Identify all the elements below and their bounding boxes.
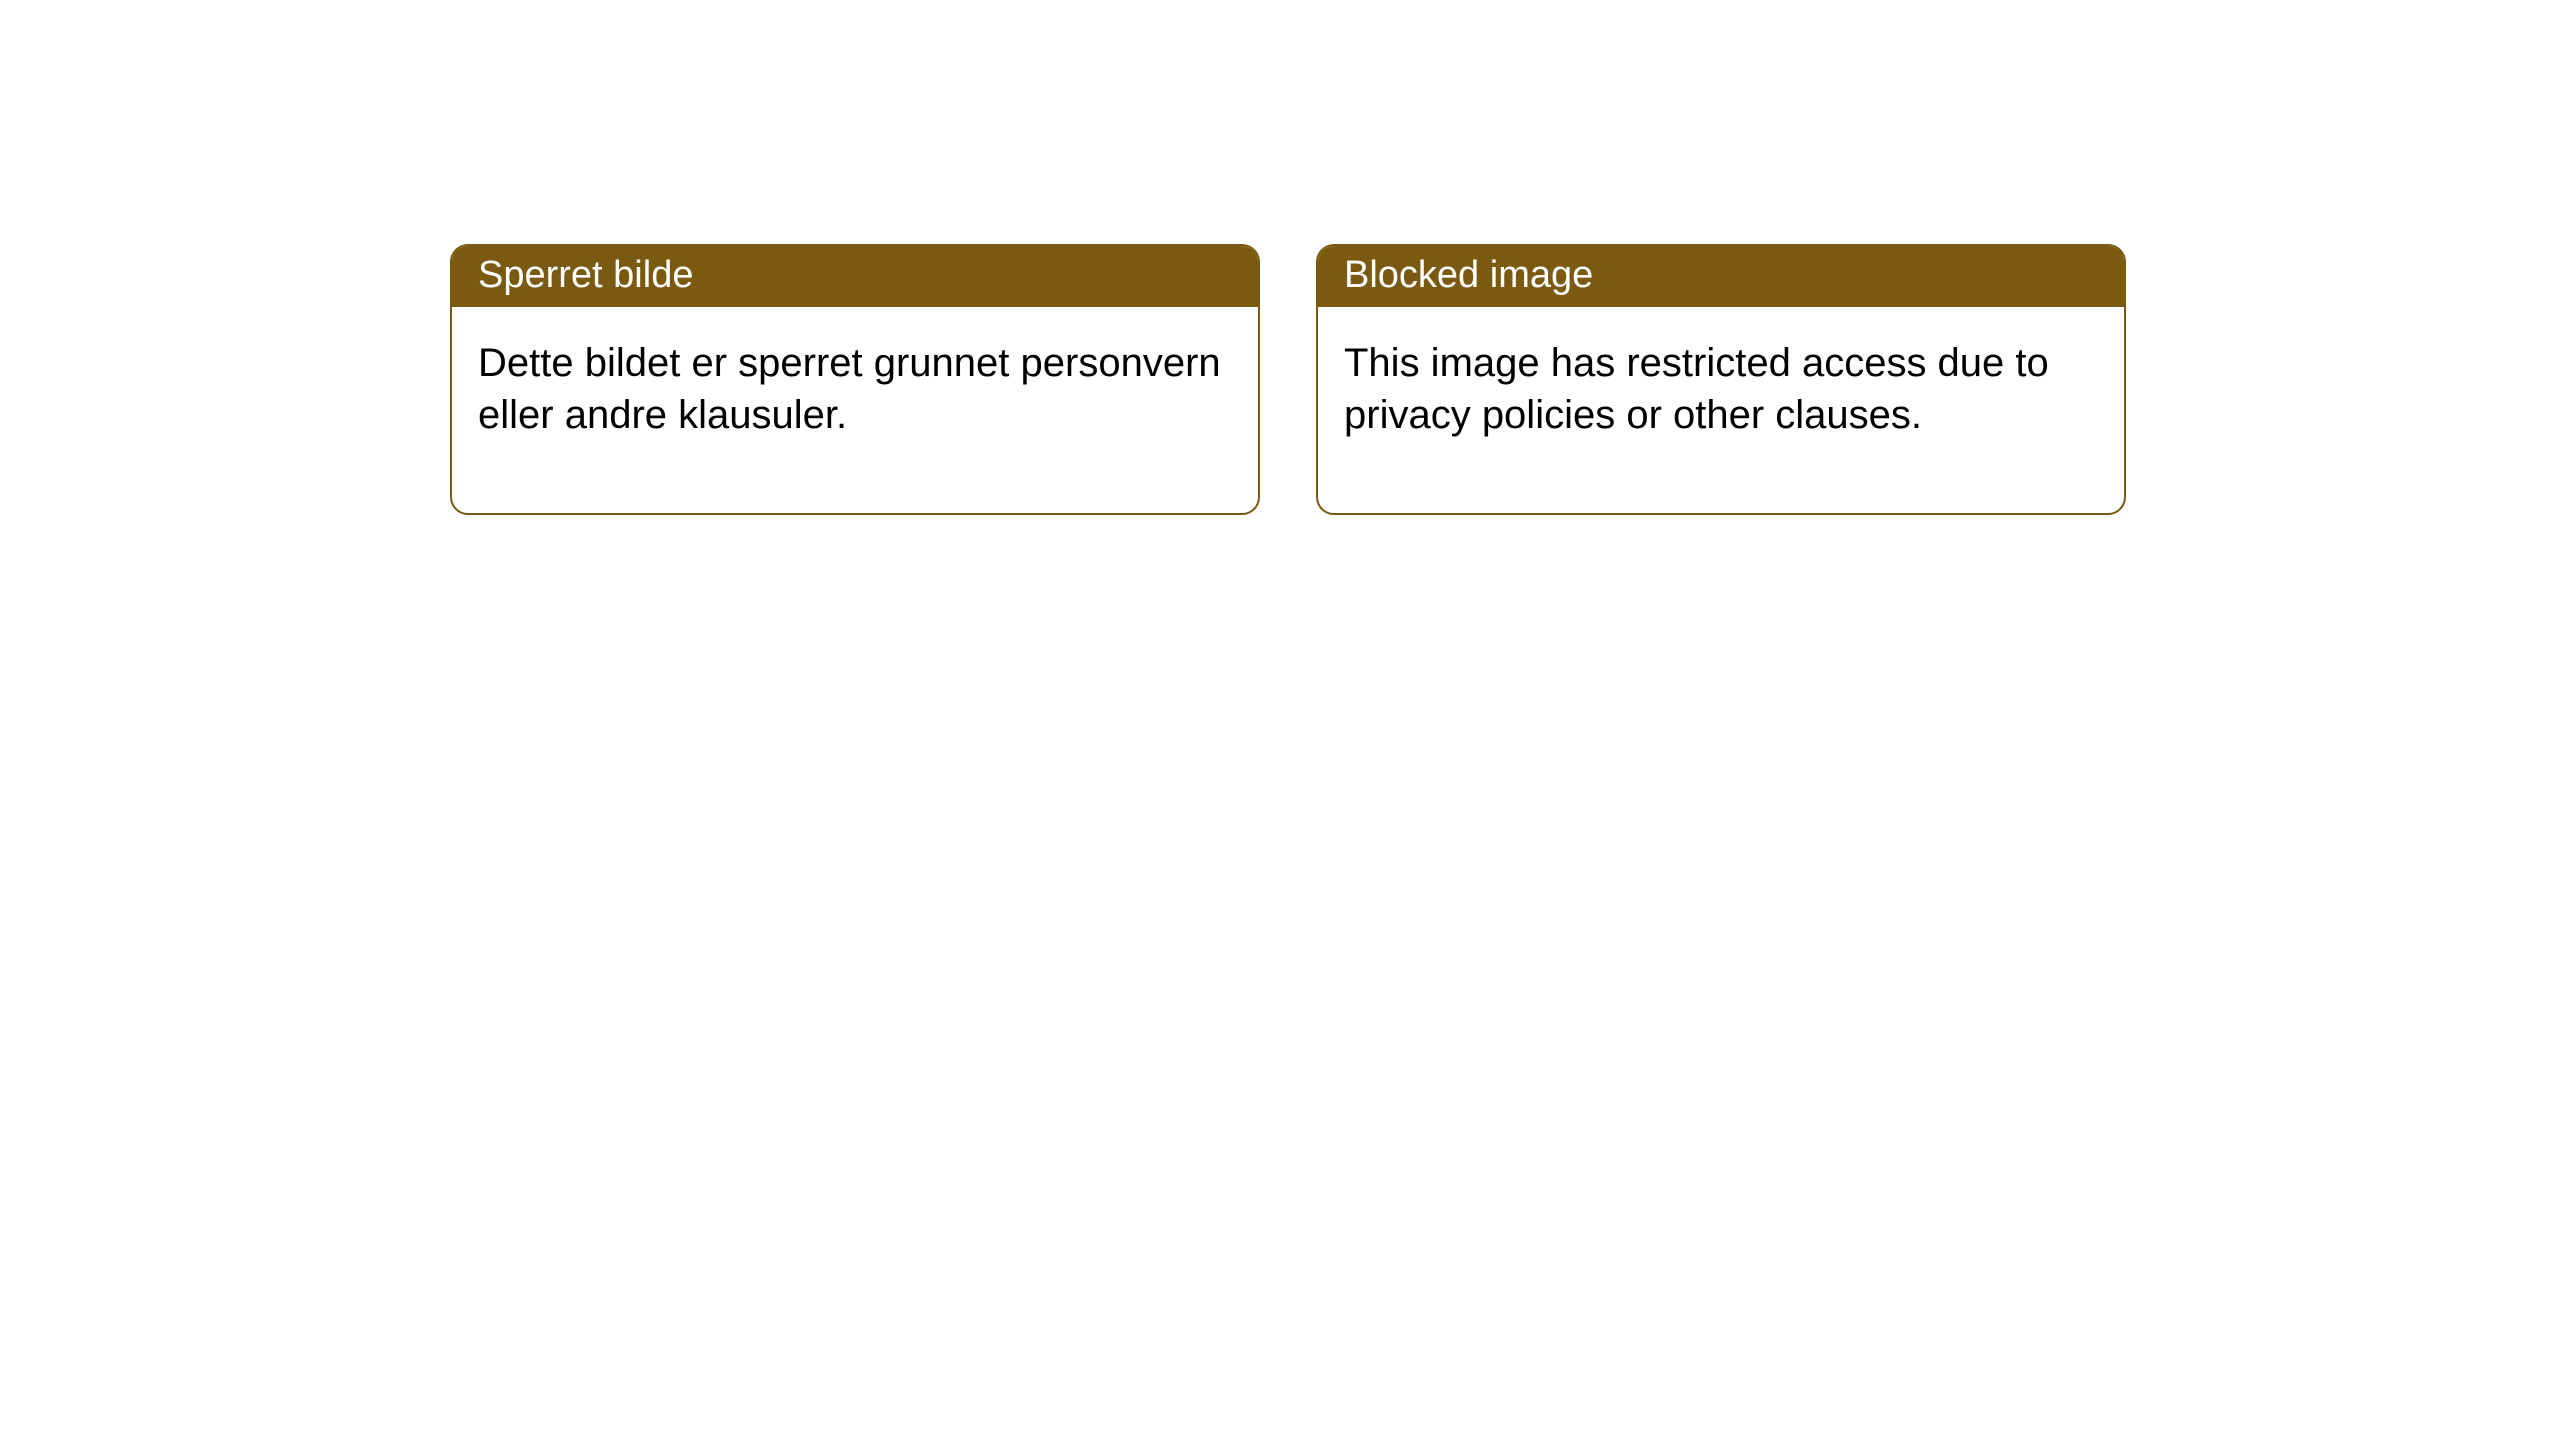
notice-card-english: Blocked image This image has restricted …: [1316, 244, 2126, 515]
notice-card-norwegian: Sperret bilde Dette bildet er sperret gr…: [450, 244, 1260, 515]
notice-body-english: This image has restricted access due to …: [1318, 307, 2124, 513]
notice-body-norwegian: Dette bildet er sperret grunnet personve…: [452, 307, 1258, 513]
notice-title-english: Blocked image: [1318, 246, 2124, 307]
notice-container: Sperret bilde Dette bildet er sperret gr…: [0, 0, 2560, 515]
notice-title-norwegian: Sperret bilde: [452, 246, 1258, 307]
